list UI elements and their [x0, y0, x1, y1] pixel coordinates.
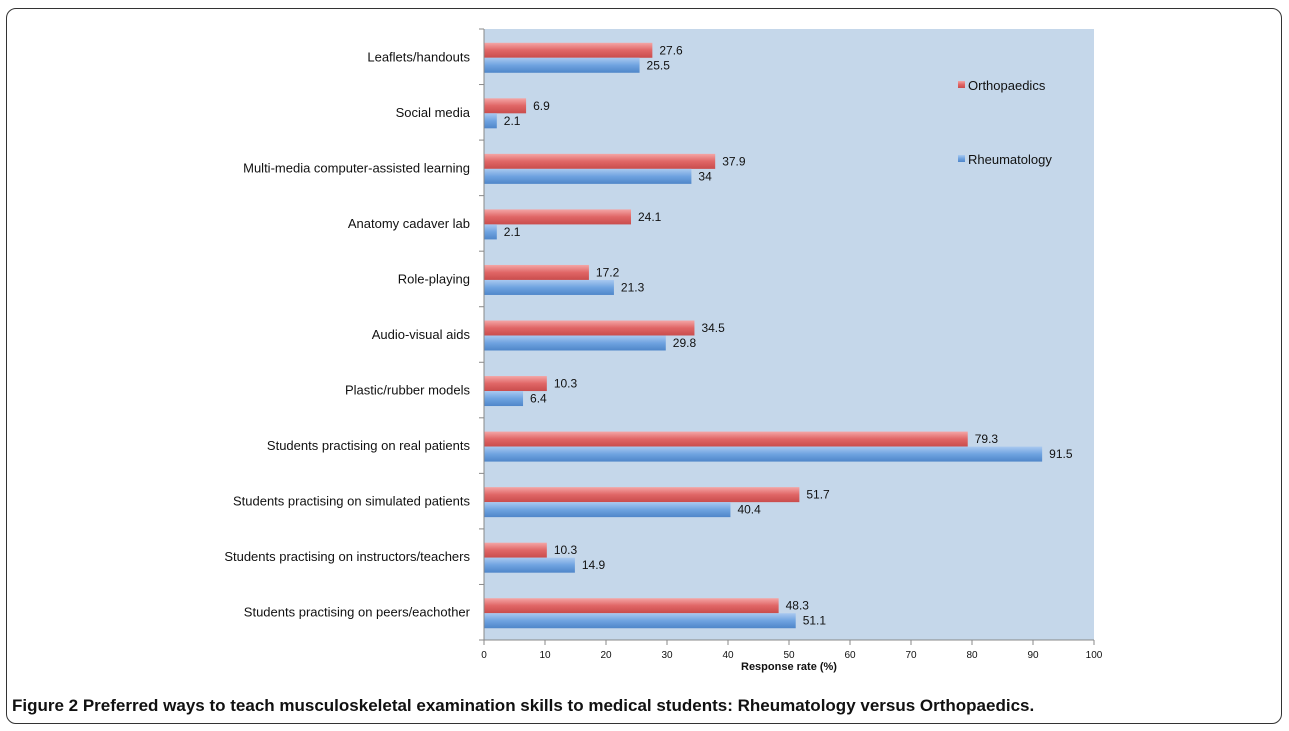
- legend-swatch-rheumatology: [958, 155, 965, 162]
- category-label: Role-playing: [398, 271, 470, 286]
- data-label: 14.9: [582, 558, 606, 572]
- category-label: Students practising on peers/eachother: [244, 605, 471, 620]
- bar-rheumatology: [484, 557, 575, 573]
- data-label: 10.3: [554, 543, 578, 557]
- data-label: 6.4: [530, 392, 547, 406]
- x-tick-label: 30: [661, 650, 673, 661]
- data-label: 21.3: [621, 280, 645, 294]
- x-axis-title: Response rate (%): [741, 661, 837, 673]
- data-label: 27.6: [659, 43, 683, 57]
- x-tick-label: 70: [905, 650, 917, 661]
- data-label: 37.9: [722, 154, 746, 168]
- bar-orthopaedics: [484, 431, 968, 447]
- data-label: 48.3: [786, 599, 810, 613]
- bar-rheumatology: [484, 391, 524, 407]
- x-tick-label: 40: [722, 650, 734, 661]
- data-label: 91.5: [1049, 447, 1073, 461]
- legend: Orthopaedics Rheumatology: [958, 78, 1052, 167]
- data-label: 79.3: [975, 432, 999, 446]
- category-label: Plastic/rubber models: [345, 383, 470, 398]
- category-label: Anatomy cadaver lab: [348, 216, 470, 231]
- category-label: Students practising on instructors/teach…: [224, 549, 470, 564]
- data-label: 17.2: [596, 265, 620, 279]
- data-label: 24.1: [638, 210, 662, 224]
- bar-orthopaedics: [484, 320, 695, 336]
- category-label: Multi-media computer-assisted learning: [243, 160, 470, 175]
- data-label: 51.7: [806, 488, 830, 502]
- x-tick-label: 100: [1086, 650, 1103, 661]
- data-label: 6.9: [533, 99, 550, 113]
- x-tick-label: 90: [1027, 650, 1039, 661]
- bar-rheumatology: [484, 613, 796, 629]
- x-tick-label: 80: [966, 650, 978, 661]
- bar-rheumatology: [484, 113, 497, 129]
- bar-orthopaedics: [484, 98, 527, 114]
- bar-orthopaedics: [484, 42, 653, 58]
- bar-rheumatology: [484, 502, 731, 518]
- bar-rheumatology: [484, 279, 614, 295]
- bar-rheumatology: [484, 224, 497, 240]
- category-label: Leaflets/handouts: [367, 49, 470, 64]
- x-tick-label: 20: [600, 650, 612, 661]
- data-label: 10.3: [554, 377, 578, 391]
- figure-caption: Figure 2 Preferred ways to teach musculo…: [12, 696, 1034, 716]
- data-label: 51.1: [803, 614, 827, 628]
- bar-chart: 0 10 20 30 40 50 60 70 80 90 100 27.625.5 6.9 2.1 37.…: [224, 28, 1103, 673]
- data-label: 34.5: [701, 321, 725, 335]
- category-label: Audio-visual aids: [372, 327, 471, 342]
- x-tick-label: 50: [783, 650, 795, 661]
- x-tick-label: 0: [481, 650, 487, 661]
- legend-label-orthopaedics: Orthopaedics: [968, 78, 1046, 93]
- bar-rheumatology: [484, 335, 666, 351]
- caption-text: Preferred ways to teach musculoskeletal …: [78, 696, 1035, 715]
- data-label: 34: [698, 169, 712, 183]
- bar-orthopaedics: [484, 598, 779, 614]
- bar-orthopaedics: [484, 209, 632, 225]
- data-label: 40.4: [737, 503, 761, 517]
- bar-orthopaedics: [484, 376, 547, 392]
- bar-orthopaedics: [484, 153, 716, 169]
- bar-rheumatology: [484, 57, 640, 73]
- x-tick-label: 60: [844, 650, 856, 661]
- data-label: 29.8: [673, 336, 697, 350]
- bar-orthopaedics: [484, 487, 800, 503]
- bar-rheumatology: [484, 168, 692, 184]
- category-label: Students practising on simulated patient…: [233, 494, 471, 509]
- x-tick-label: 10: [539, 650, 551, 661]
- data-label: 2.1: [504, 114, 521, 128]
- data-label: 25.5: [647, 58, 671, 72]
- data-label: 2.1: [504, 225, 521, 239]
- category-label: Social media: [396, 105, 471, 120]
- caption-label: Figure 2: [12, 696, 79, 715]
- bar-rheumatology: [484, 446, 1043, 462]
- bar-orthopaedics: [484, 542, 547, 558]
- legend-label-rheumatology: Rheumatology: [968, 152, 1052, 167]
- legend-swatch-orthopaedics: [958, 81, 965, 88]
- category-label: Students practising on real patients: [267, 438, 471, 453]
- bar-orthopaedics: [484, 264, 589, 280]
